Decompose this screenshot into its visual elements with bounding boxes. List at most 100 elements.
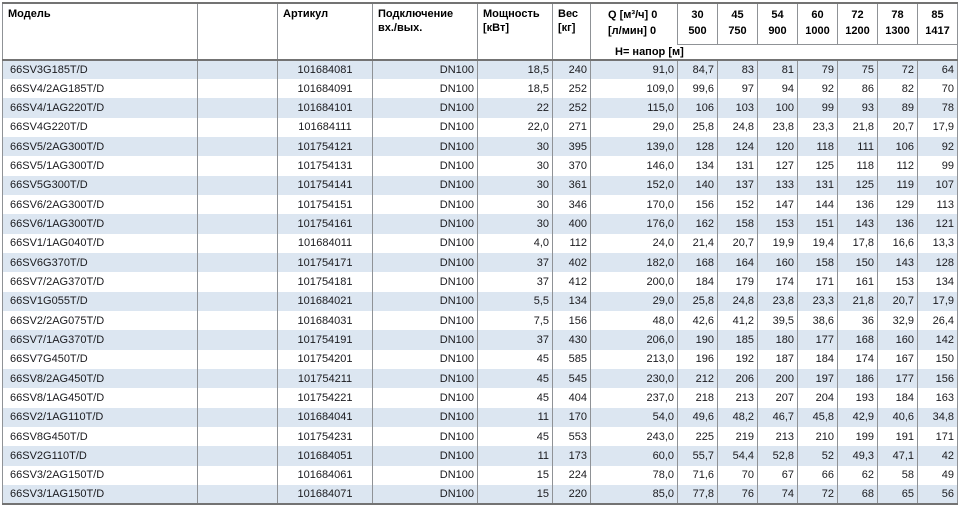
cell-gap bbox=[197, 156, 278, 176]
cell-weight: 271 bbox=[552, 117, 591, 137]
cell-head-85: 17,9 bbox=[917, 291, 958, 311]
cell-head-30: 77,8 bbox=[677, 485, 718, 505]
cell-model: 66SV6/2AG300T/D bbox=[2, 194, 198, 215]
table-row: 66SV7/2AG370T/D 101754181 DN100 37 412 200,0 1… bbox=[2, 272, 958, 292]
cell-head-78: 184 bbox=[877, 388, 918, 408]
cell-head-45: 192 bbox=[717, 349, 758, 369]
cell-head-60: 72 bbox=[797, 485, 838, 505]
cell-power: 45 bbox=[477, 427, 553, 447]
cell-connection: DN100 bbox=[372, 272, 478, 292]
cell-head-72: 125 bbox=[837, 175, 878, 195]
cell-weight: 173 bbox=[552, 446, 591, 466]
cell-head-72: 168 bbox=[837, 330, 878, 350]
column-header-connection: Подключение вх./вых. bbox=[372, 3, 478, 61]
cell-head-45: 24,8 bbox=[717, 117, 758, 137]
cell-head-q0: 78,0 bbox=[590, 465, 678, 486]
cell-connection: DN100 bbox=[372, 407, 478, 428]
table-row: 66SV5/1AG300T/D 101754131 DN100 30 370 146,0 1… bbox=[2, 156, 958, 176]
cell-head-78: 136 bbox=[877, 214, 918, 234]
cell-power: 11 bbox=[477, 446, 553, 466]
cell-head-30: 49,6 bbox=[677, 407, 718, 428]
cell-head-30: 156 bbox=[677, 194, 718, 215]
cell-head-60: 66 bbox=[797, 465, 838, 486]
cell-head-45: 76 bbox=[717, 485, 758, 505]
cell-head-q0: 85,0 bbox=[590, 485, 678, 505]
table-row: 66SV2/1AG110T/D 101684041 DN100 11 170 54,0 49… bbox=[2, 407, 958, 428]
cell-gap bbox=[197, 214, 278, 234]
cell-connection: DN100 bbox=[372, 194, 478, 215]
cell-model: 66SV4/1AG220T/D bbox=[2, 98, 198, 118]
table-row: 66SV4/2AG185T/D 101684091 DN100 18,5 252 109,… bbox=[2, 78, 958, 99]
cell-head-54: 23,8 bbox=[757, 291, 798, 311]
cell-head-30: 134 bbox=[677, 156, 718, 176]
column-header-article: Артикул bbox=[277, 3, 373, 61]
cell-head-85: 64 bbox=[917, 59, 958, 79]
cell-weight: 545 bbox=[552, 369, 591, 389]
cell-weight: 395 bbox=[552, 136, 591, 157]
cell-head-85: 56 bbox=[917, 485, 958, 505]
cell-head-60: 125 bbox=[797, 156, 838, 176]
cell-head-45: 54,4 bbox=[717, 446, 758, 466]
cell-head-q0: 206,0 bbox=[590, 330, 678, 350]
cell-gap bbox=[197, 136, 278, 157]
cell-model: 66SV5/1AG300T/D bbox=[2, 156, 198, 176]
cell-weight: 134 bbox=[552, 291, 591, 311]
cell-power: 37 bbox=[477, 252, 553, 273]
cell-head-85: 121 bbox=[917, 214, 958, 234]
table-row: 66SV3/1AG150T/D 101684071 DN100 15 220 85,0 77… bbox=[2, 485, 958, 505]
cell-head-60: 171 bbox=[797, 272, 838, 292]
cell-power: 45 bbox=[477, 369, 553, 389]
cell-head-q0: 182,0 bbox=[590, 252, 678, 273]
cell-head-72: 199 bbox=[837, 427, 878, 447]
table-row: 66SV8/2AG450T/D 101754211 DN100 45 545 230,0 2… bbox=[2, 369, 958, 389]
cell-head-72: 93 bbox=[837, 98, 878, 118]
cell-head-54: 120 bbox=[757, 136, 798, 157]
cell-connection: DN100 bbox=[372, 330, 478, 350]
cell-head-85: 171 bbox=[917, 427, 958, 447]
cell-power: 45 bbox=[477, 349, 553, 369]
cell-model: 66SV3/2AG150T/D bbox=[2, 465, 198, 486]
cell-power: 30 bbox=[477, 156, 553, 176]
cell-head-54: 160 bbox=[757, 252, 798, 273]
table-row: 66SV3/2AG150T/D 101684061 DN100 15 224 78,0 71… bbox=[2, 465, 958, 486]
cell-head-60: 118 bbox=[797, 136, 838, 157]
cell-gap bbox=[197, 272, 278, 292]
cell-connection: DN100 bbox=[372, 233, 478, 253]
cell-head-q0: 109,0 bbox=[590, 78, 678, 99]
cell-head-54: 133 bbox=[757, 175, 798, 195]
cell-head-45: 103 bbox=[717, 98, 758, 118]
cell-head-60: 177 bbox=[797, 330, 838, 350]
cell-connection: DN100 bbox=[372, 388, 478, 408]
cell-article: 101684021 bbox=[277, 291, 373, 311]
cell-head-54: 46,7 bbox=[757, 407, 798, 428]
cell-model: 66SV1G055T/D bbox=[2, 291, 198, 311]
cell-head-30: 25,8 bbox=[677, 117, 718, 137]
cell-head-85: 13,3 bbox=[917, 233, 958, 253]
cell-gap bbox=[197, 427, 278, 447]
cell-article: 101754161 bbox=[277, 214, 373, 234]
cell-head-30: 42,6 bbox=[677, 310, 718, 331]
cell-power: 15 bbox=[477, 485, 553, 505]
cell-head-60: 210 bbox=[797, 427, 838, 447]
cell-head-85: 78 bbox=[917, 98, 958, 118]
cell-model: 66SV4/2AG185T/D bbox=[2, 78, 198, 99]
cell-head-78: 40,6 bbox=[877, 407, 918, 428]
cell-head-30: 128 bbox=[677, 136, 718, 157]
cell-head-45: 83 bbox=[717, 59, 758, 79]
cell-connection: DN100 bbox=[372, 78, 478, 99]
table-row: 66SV5/2AG300T/D 101754121 DN100 30 395 139,0 1… bbox=[2, 136, 958, 157]
cell-head-85: 156 bbox=[917, 369, 958, 389]
cell-head-60: 99 bbox=[797, 98, 838, 118]
cell-weight: 361 bbox=[552, 175, 591, 195]
cell-head-72: 36 bbox=[837, 310, 878, 331]
cell-power: 7,5 bbox=[477, 310, 553, 331]
cell-head-60: 197 bbox=[797, 369, 838, 389]
table-row: 66SV7G450T/D 101754201 DN100 45 585 213,0 196 1… bbox=[2, 349, 958, 369]
cell-gap bbox=[197, 349, 278, 369]
cell-weight: 240 bbox=[552, 59, 591, 79]
cell-head-60: 92 bbox=[797, 78, 838, 99]
cell-head-q0: 54,0 bbox=[590, 407, 678, 428]
cell-head-q0: 200,0 bbox=[590, 272, 678, 292]
table-row: 66SV1/1AG040T/D 101684011 DN100 4,0 112 24,0 2… bbox=[2, 233, 958, 253]
